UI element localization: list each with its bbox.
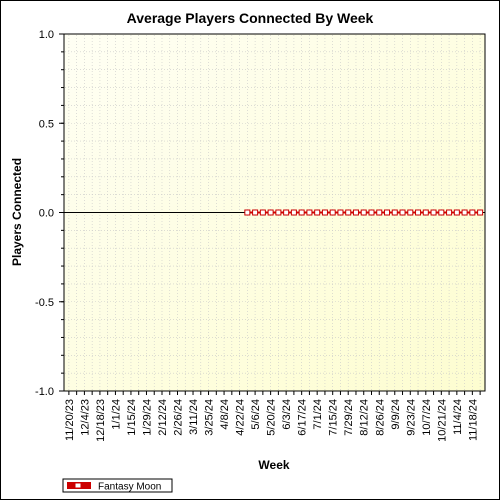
legend-marker-icon [74,482,82,489]
x-tick-label: 11/20/23 [64,399,76,441]
data-point [352,209,359,216]
x-tick-label: 3/25/24 [204,399,216,436]
axes: 1.0 0.5 0.0 -0.5 -1.0 11/20/23 12/4/23 12/18/23… [35,29,485,442]
data-point [453,209,460,216]
data-point [244,209,251,216]
x-tick-label: 6/3/24 [281,399,293,430]
x-tick-label: 4/8/24 [219,399,231,430]
data-point [321,209,328,216]
data-point [415,209,422,216]
x-tick-label: 2/12/24 [157,399,169,436]
data-point [306,209,313,216]
x-tick-label: 10/7/24 [421,399,433,436]
y-tick-label: -0.5 [35,297,54,309]
data-point [391,209,398,216]
x-tick-label: 10/21/24 [436,399,448,442]
x-tick-label: 7/15/24 [328,399,340,436]
y-tick-label: 0.5 [39,118,54,130]
data-point [368,209,375,216]
data-point [345,209,352,216]
data-point [438,209,445,216]
data-point [422,209,429,216]
data-point [337,209,344,216]
data-point [407,209,414,216]
x-tick-label: 1/15/24 [126,399,138,436]
data-point [430,209,437,216]
x-tick-label: 8/26/24 [374,399,386,436]
data-point [399,209,406,216]
data-point [360,209,367,216]
x-tick-label: 1/29/24 [141,399,153,436]
x-tick-label: 11/4/24 [452,399,464,435]
data-point [275,209,282,216]
x-tick-label: 3/11/24 [188,399,200,435]
legend-label-fantasy-moon: Fantasy Moon [98,482,161,493]
x-tick-label: 1/1/24 [110,399,122,430]
x-tick-label: 2/26/24 [173,399,185,436]
x-axis-title: Week [258,458,289,472]
data-point [477,209,484,216]
x-tick-label: 4/22/24 [235,399,247,436]
x-tick-label: 11/18/24 [467,399,479,441]
y-axis-title: Players Connected [10,158,24,266]
chart-title: Average Players Connected By Week [127,10,374,26]
x-tick-label: 12/4/23 [79,399,91,436]
data-point [298,209,305,216]
data-point [384,209,391,216]
x-tick-label: 7/1/24 [312,399,324,430]
x-tick-label: 5/20/24 [266,399,278,436]
data-point [259,209,266,216]
y-tick-label: 1.0 [39,29,54,41]
x-tick-label: 7/29/24 [343,399,355,436]
data-point [376,209,383,216]
x-tick-label: 12/18/23 [95,399,107,442]
series-fantasy-moon [244,209,484,216]
data-point [329,209,336,216]
data-point [446,209,453,216]
data-point [469,209,476,216]
x-tick-label: 6/17/24 [297,399,309,436]
y-tick-label: 0.0 [39,208,54,220]
x-tick-label: 8/12/24 [359,399,371,436]
x-tick-label: 9/23/24 [405,399,417,436]
legend: Fantasy Moon [62,478,173,493]
x-tick-label: 5/6/24 [250,399,262,430]
data-point [314,209,321,216]
data-point [290,209,297,216]
y-tick-label: -1.0 [35,386,54,398]
x-tick-label: 9/9/24 [390,399,402,430]
data-point [267,209,274,216]
data-point [461,209,468,216]
data-point [283,209,290,216]
data-point [252,209,259,216]
